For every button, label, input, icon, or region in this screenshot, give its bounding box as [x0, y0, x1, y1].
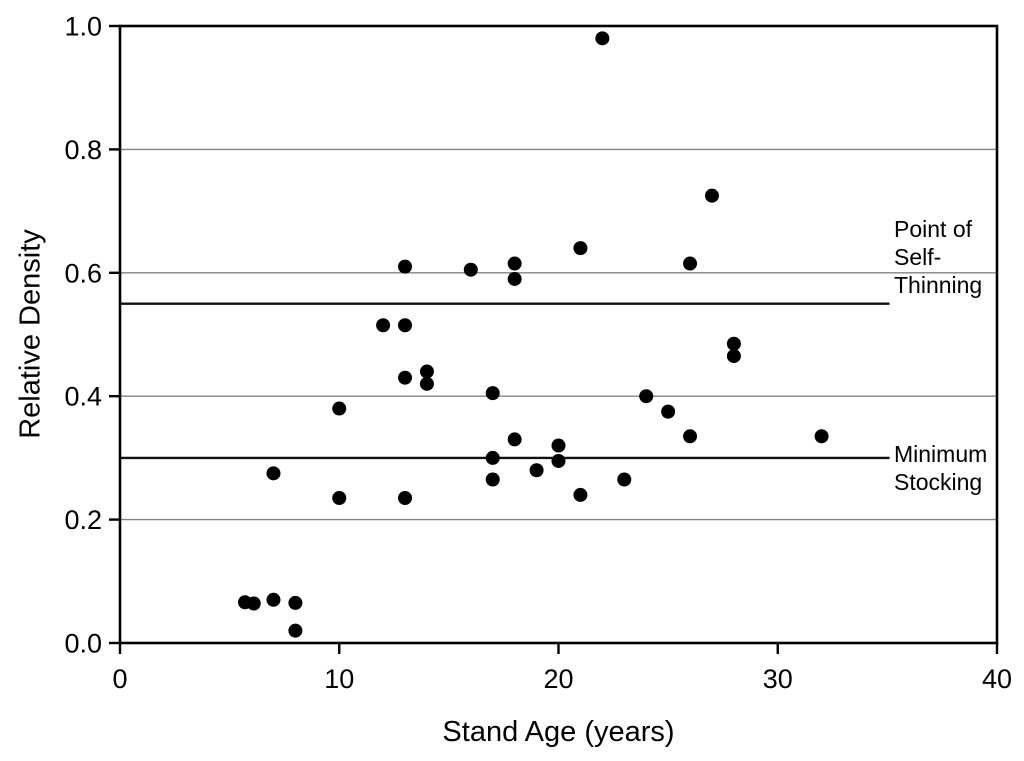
self-thinning-label-line-1: Point of [894, 216, 972, 242]
data-point [573, 241, 588, 256]
data-point [661, 404, 676, 419]
x-tick-label: 40 [982, 664, 1012, 694]
data-point [332, 401, 347, 416]
data-point [398, 370, 413, 385]
data-point [246, 596, 261, 611]
data-point [507, 271, 522, 286]
data-point [398, 318, 413, 333]
data-point [288, 623, 303, 638]
y-tick-label: 0.8 [64, 135, 102, 165]
y-tick-label: 0.6 [64, 258, 102, 288]
self-thinning-label-line-2: Self- [894, 244, 942, 270]
minimum-stocking-label-line-1: Minimum [894, 441, 988, 467]
minimum-stocking-label-line-2: Stocking [894, 469, 983, 495]
data-point [551, 438, 566, 453]
data-point [726, 349, 741, 364]
self-thinning-line-label: Point of Self- Thinning [894, 215, 982, 299]
data-point [507, 432, 522, 447]
x-tick-label: 10 [324, 664, 354, 694]
data-point [288, 595, 303, 610]
data-point [398, 491, 413, 506]
y-tick-label: 0.4 [64, 382, 102, 412]
data-point [463, 262, 478, 277]
data-point [704, 188, 719, 203]
y-tick-label: 0.2 [64, 505, 102, 535]
data-point [683, 429, 698, 444]
data-point [507, 256, 522, 271]
data-point [485, 450, 500, 465]
data-point [376, 318, 391, 333]
data-point [551, 453, 566, 468]
x-axis-title: Stand Age (years) [442, 716, 675, 748]
y-tick-label: 0.0 [64, 629, 102, 659]
data-point [419, 376, 434, 391]
minimum-stocking-line-label: Minimum Stocking [894, 440, 987, 496]
data-point [617, 472, 632, 487]
data-point [419, 364, 434, 379]
data-point [529, 463, 544, 478]
y-axis-title: Relative Density [14, 229, 47, 439]
data-point [332, 491, 347, 506]
self-thinning-label-line-3: Thinning [894, 272, 983, 298]
data-point [485, 386, 500, 401]
x-tick-label: 20 [543, 664, 573, 694]
data-point [266, 466, 281, 481]
data-point [726, 336, 741, 351]
data-point [266, 592, 281, 607]
data-point [398, 259, 413, 274]
x-tick-label: 0 [112, 664, 127, 694]
data-point [485, 472, 500, 487]
data-point [639, 389, 654, 404]
data-point [683, 256, 698, 271]
data-point [573, 487, 588, 502]
x-tick-label: 30 [763, 664, 793, 694]
plot-border [118, 24, 999, 645]
data-point [595, 31, 610, 46]
data-point [814, 429, 829, 444]
y-tick-label: 1.0 [64, 12, 102, 42]
